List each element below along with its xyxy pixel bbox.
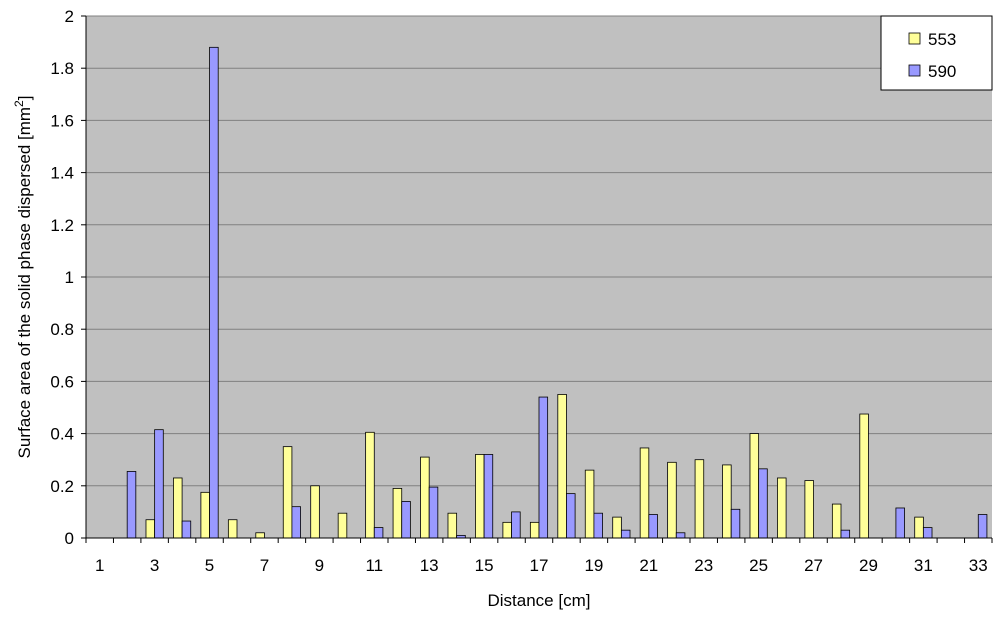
x-tick-label: 23 [694, 556, 713, 575]
bar-590-8 [291, 506, 301, 539]
bar-553-15 [475, 454, 485, 539]
bar-553-8 [282, 446, 293, 539]
bar-553-9 [310, 485, 320, 539]
bar-590-30 [895, 507, 905, 539]
x-tick-label: 25 [749, 556, 768, 575]
x-tick-label: 33 [969, 556, 988, 575]
y-tick-label: 0.6 [50, 372, 74, 391]
bar-590-16 [511, 511, 521, 539]
legend-swatch-553 [908, 32, 921, 45]
bar-590-5 [209, 46, 219, 539]
bar-553-27 [804, 480, 814, 539]
y-tick-label: 2 [65, 7, 74, 26]
bar-590-31 [922, 527, 933, 539]
bar-590-19 [593, 512, 603, 539]
x-tick-label: 3 [150, 556, 159, 575]
x-tick-label: 13 [420, 556, 439, 575]
x-tick-label: 19 [584, 556, 603, 575]
y-tick-label: 0.2 [50, 477, 74, 496]
bar-590-2 [126, 471, 137, 539]
bar-553-24 [722, 464, 732, 539]
x-tick-label: 7 [260, 556, 269, 575]
y-tick-label: 1.6 [50, 111, 74, 130]
x-tick-label: 9 [315, 556, 324, 575]
bar-590-18 [566, 493, 576, 539]
bar-590-12 [401, 501, 411, 539]
bar-590-13 [428, 486, 439, 539]
y-tick-label: 1 [65, 268, 74, 287]
legend-label-553: 553 [928, 30, 956, 49]
bar-553-11 [365, 431, 375, 539]
x-tick-label: 17 [530, 556, 549, 575]
bar-553-14 [447, 512, 458, 539]
bar-590-33 [977, 514, 988, 539]
x-ticks: 1 3 5 7 9 11 13 15 17 19 21 23 25 27 29 31 33 [85, 538, 993, 575]
x-tick-label: 29 [859, 556, 878, 575]
bar-553-19 [584, 469, 595, 539]
y-tick-label: 0.4 [50, 425, 74, 444]
y-tick-label: 1.8 [50, 59, 74, 78]
x-tick-label: 1 [95, 556, 104, 575]
bar-590-3 [154, 429, 164, 539]
bar-590-4 [181, 520, 192, 539]
x-tick-label: 31 [914, 556, 933, 575]
bar-553-31 [914, 516, 924, 539]
y-ticks: 0 0.2 0.4 0.6 0.8 1 1.2 1.4 1.6 1.8 2 [50, 7, 86, 548]
bar-553-20 [612, 516, 622, 539]
y-axis-title-end: ] [15, 96, 34, 101]
x-tick-label: 27 [804, 556, 823, 575]
bar-590-20 [620, 529, 631, 539]
x-axis-title: Distance [cm] [488, 591, 591, 610]
bar-553-16 [502, 521, 512, 539]
bar-590-11 [373, 527, 384, 539]
y-tick-label: 0.8 [50, 320, 74, 339]
y-axis-title-sup: 2 [12, 100, 26, 107]
bar-553-23 [694, 459, 705, 539]
y-axis-title: Surface area of the solid phase disperse… [12, 96, 34, 459]
bar-590-17 [538, 396, 549, 539]
bar-553-5 [200, 491, 210, 539]
legend-label-590: 590 [928, 62, 956, 81]
bar-553-22 [667, 461, 677, 539]
y-tick-label: 1.4 [50, 164, 74, 183]
bar-553-6 [227, 519, 238, 539]
bar-590-24 [730, 508, 741, 539]
bar-553-4 [173, 477, 183, 539]
legend-swatch-590 [908, 64, 921, 77]
bar-553-29 [859, 413, 869, 539]
x-tick-label: 11 [365, 556, 383, 575]
bar-590-15 [483, 454, 494, 539]
bar-553-3 [145, 519, 156, 539]
y-tick-label: 0 [65, 529, 74, 548]
bar-553-17 [529, 521, 540, 539]
bar-553-28 [831, 503, 842, 539]
bar-553-26 [777, 477, 787, 539]
bar-553-10 [337, 512, 348, 539]
bar-590-28 [840, 529, 851, 539]
bar-590-21 [648, 514, 658, 539]
legend-box [880, 15, 993, 91]
bar-553-7 [255, 532, 265, 539]
y-tick-label: 1.2 [50, 216, 74, 235]
x-tick-label: 15 [475, 556, 494, 575]
bar-553-13 [420, 456, 430, 539]
bar-553-12 [392, 488, 403, 539]
x-tick-label: 5 [205, 556, 214, 575]
bar-553-25 [749, 433, 760, 539]
x-tick-label: 21 [639, 556, 658, 575]
bar-590-25 [758, 468, 768, 539]
legend: 553 590 [880, 15, 993, 91]
bar-553-21 [639, 447, 650, 539]
bar-590-22 [675, 532, 686, 539]
bar-553-18 [557, 394, 567, 539]
y-axis-title-main: Surface area of the solid phase disperse… [15, 107, 34, 459]
